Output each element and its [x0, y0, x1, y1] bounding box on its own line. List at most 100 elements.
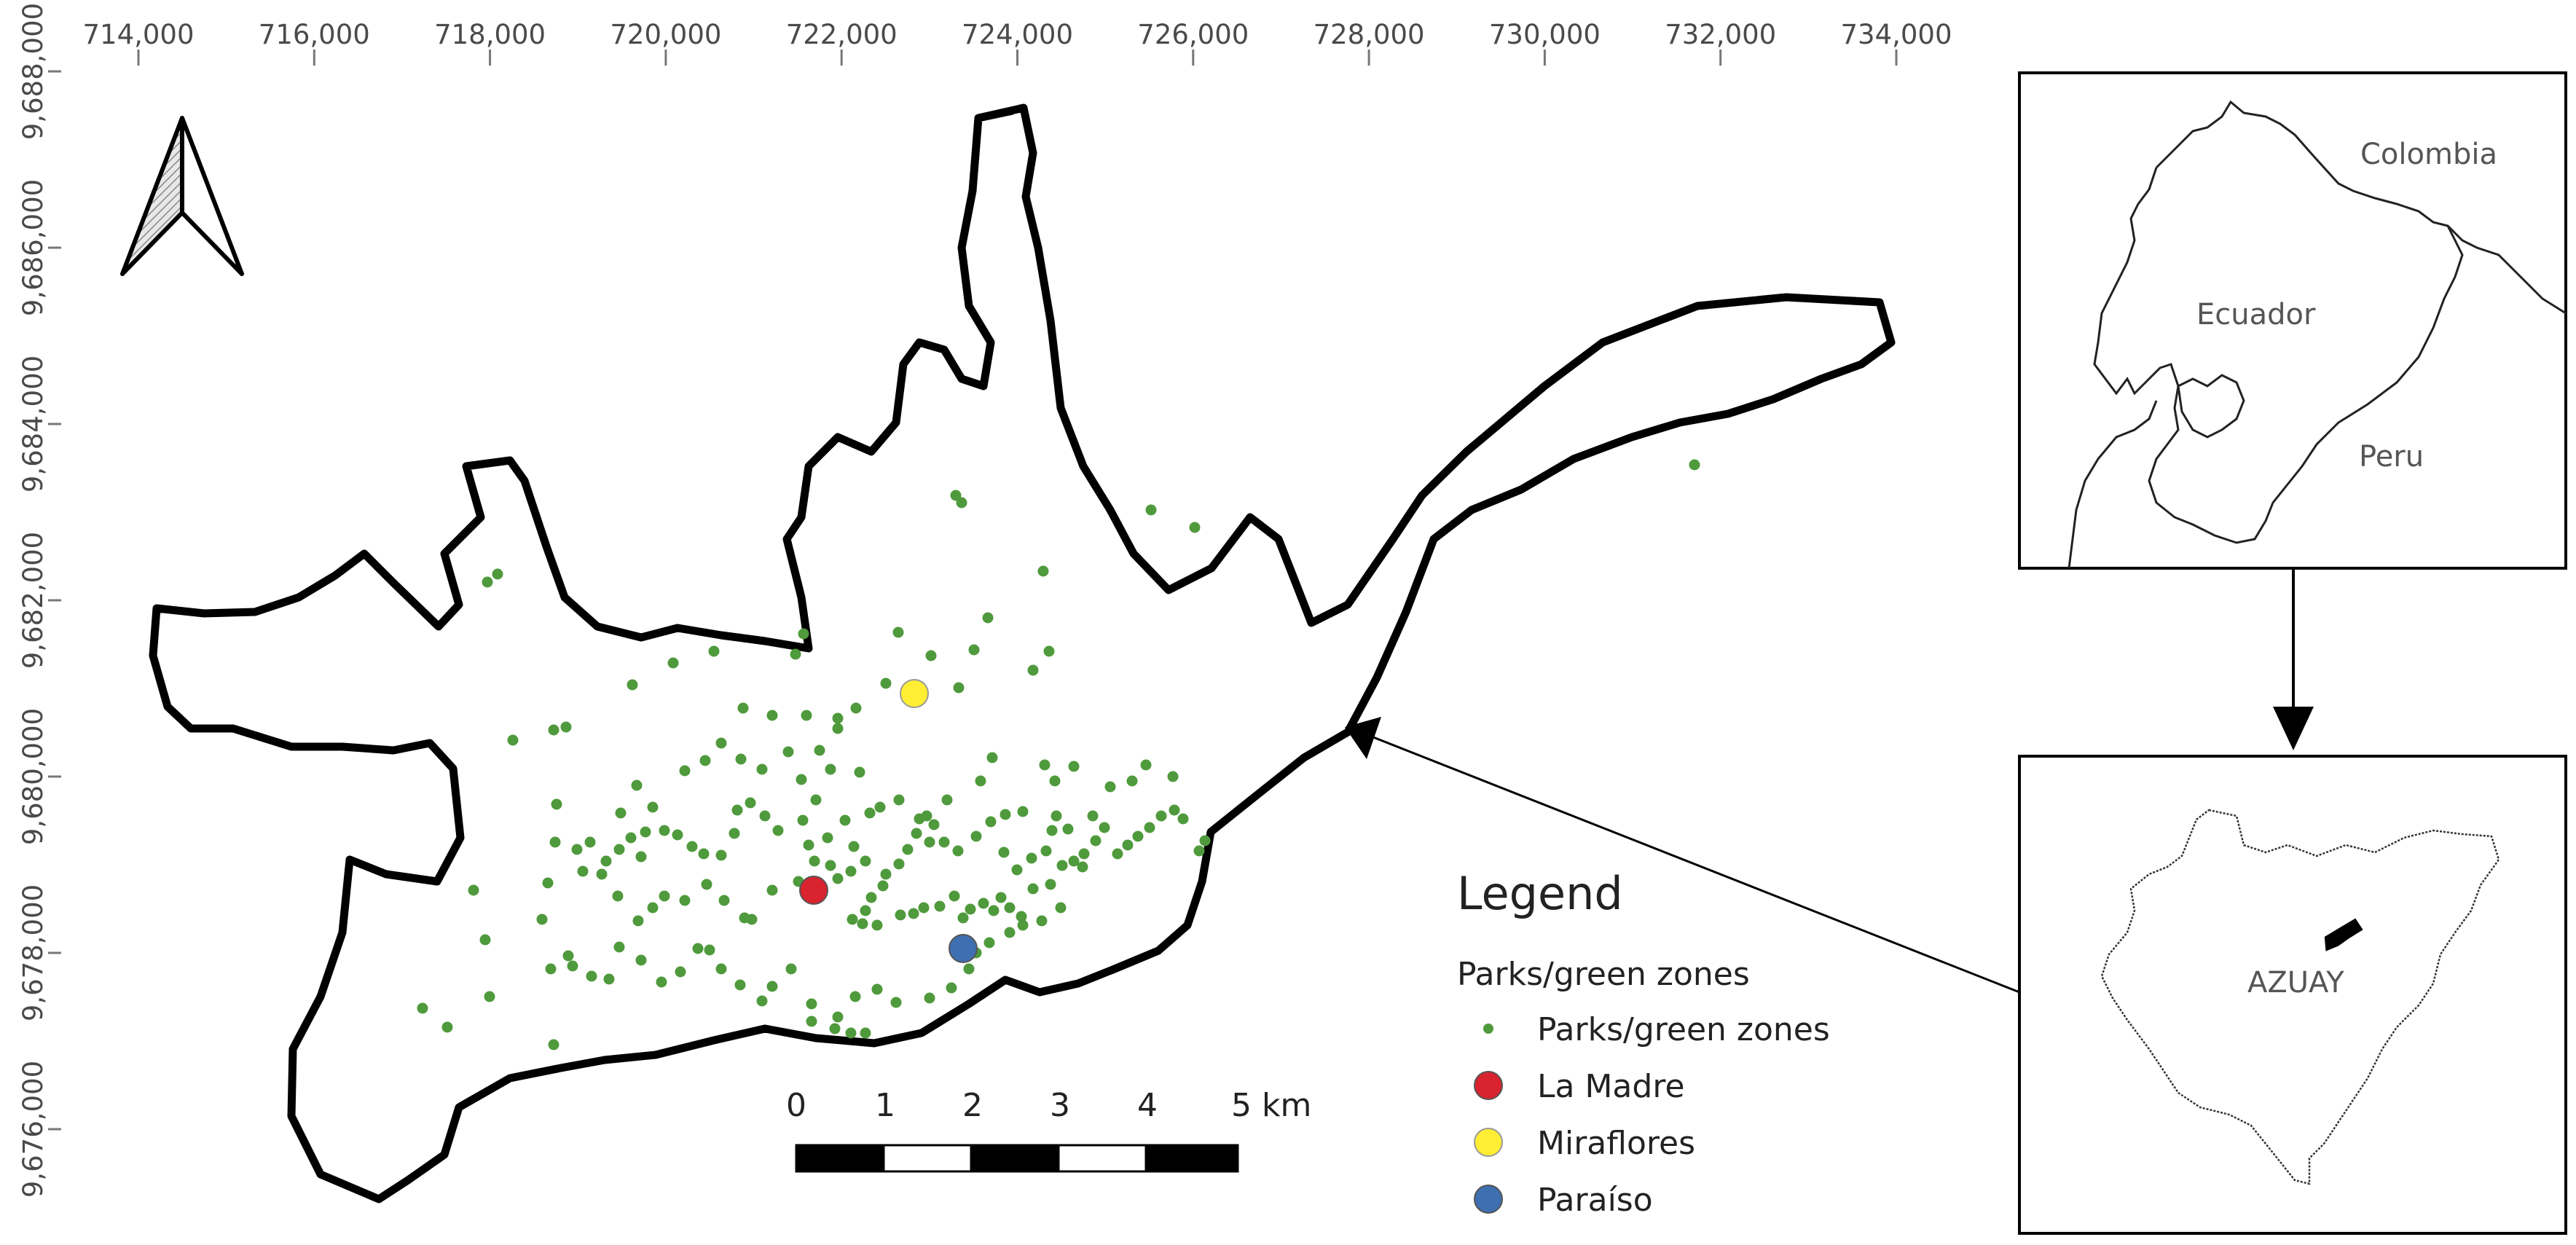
green-zone-point — [479, 934, 491, 946]
green-zone-point — [545, 963, 557, 975]
y-tick-label: 9,678,000 — [17, 884, 49, 1021]
green-zone-point — [1068, 761, 1080, 772]
green-zone-point — [686, 841, 698, 852]
x-axis-ticks: 714,000 716,000 718,000 720,000 722,000 724,0… — [82, 19, 1952, 66]
green-zone-point — [832, 712, 844, 724]
legend: Legend Parks/green zones Parks/green zon… — [1457, 867, 1830, 1219]
x-tick-label: 718,000 — [434, 19, 546, 50]
green-zone-point — [1000, 809, 1011, 820]
green-zone-point — [801, 710, 812, 721]
green-zone-point — [1145, 504, 1157, 516]
green-zone-point — [417, 1002, 428, 1014]
green-zone-point — [845, 865, 857, 877]
green-zone-point — [1087, 810, 1099, 822]
ecuador-outline — [2093, 167, 2464, 544]
green-zone-point — [772, 825, 784, 836]
legend-item-miraflores: Miraflores — [1537, 1125, 1695, 1162]
green-zone-point — [998, 847, 1010, 858]
green-zone-point — [1037, 565, 1049, 577]
green-zone-point — [854, 766, 865, 778]
green-zone-point — [1027, 883, 1039, 895]
green-zone-point — [562, 950, 574, 962]
green-zone-point — [613, 844, 625, 855]
site-paraiso-marker — [949, 934, 978, 963]
inset-province-map: AZUAY — [2018, 755, 2567, 1235]
green-zone-point — [715, 737, 727, 749]
green-zone-point — [627, 679, 638, 691]
green-zone-point — [766, 884, 778, 896]
green-zone-point — [871, 919, 883, 931]
x-tick-label: 714,000 — [82, 19, 194, 50]
green-zone-point — [1051, 810, 1062, 822]
green-zone-point — [986, 752, 998, 763]
inset-country-map: Colombia Ecuador Peru — [2018, 71, 2567, 570]
green-zone-point — [892, 627, 904, 638]
legend-paraiso-dot-icon — [1474, 1185, 1503, 1214]
y-tick-label: 9,680,000 — [17, 708, 49, 845]
green-zone-point — [785, 963, 797, 975]
green-zone-point — [675, 966, 686, 978]
x-tick-label: 726,000 — [1137, 19, 1249, 50]
green-zone-point — [586, 970, 597, 982]
green-zone-point — [731, 804, 743, 816]
green-zone-point — [584, 836, 596, 848]
green-zone-point — [924, 992, 935, 1004]
y-tick-label: 9,682,000 — [17, 532, 49, 669]
green-zone-point — [737, 702, 749, 714]
green-zone-point — [1062, 823, 1074, 835]
green-zone-point — [635, 851, 647, 863]
green-zone-point — [1055, 902, 1067, 914]
site-miraflores-marker — [900, 679, 929, 708]
green-zone-point — [603, 973, 615, 985]
legend-la-madre-dot-icon — [1474, 1071, 1503, 1100]
green-zone-point — [729, 828, 740, 839]
green-zone-point — [507, 734, 519, 746]
green-zone-point — [536, 914, 548, 925]
green-zone-point — [988, 905, 1000, 916]
green-zone-point — [850, 702, 862, 714]
y-tick-label: 9,676,000 — [17, 1061, 49, 1198]
peru-outline — [2068, 400, 2158, 569]
green-zone-point — [484, 991, 495, 1002]
green-zone-point — [1122, 839, 1134, 851]
green-zone-point — [895, 909, 906, 921]
green-zone-point — [950, 490, 962, 501]
green-zone-point — [810, 794, 822, 806]
green-zone-point — [949, 890, 960, 902]
north-arrow-icon — [120, 116, 244, 276]
green-zone-point — [571, 844, 583, 855]
green-zone-point — [1090, 835, 1102, 847]
green-zone-point — [874, 801, 886, 813]
green-zone-point — [656, 976, 667, 988]
green-zone-point — [745, 797, 756, 809]
green-zone-point — [1689, 459, 1700, 471]
label-ecuador: Ecuador — [2196, 298, 2316, 331]
green-zone-point — [893, 858, 905, 870]
green-zone-point — [549, 836, 561, 848]
legend-item-parks: Parks/green zones — [1537, 1011, 1830, 1048]
green-zone-point — [441, 1021, 453, 1033]
x-tick-label: 732,000 — [1665, 19, 1776, 50]
green-zone-point — [782, 746, 794, 758]
inset-connector-line — [1369, 734, 2020, 994]
legend-item-paraiso: Paraíso — [1537, 1182, 1653, 1219]
green-zone-point — [953, 682, 965, 694]
green-zone-point — [756, 995, 768, 1007]
green-zone-point — [1039, 759, 1051, 771]
green-zone-point — [1017, 919, 1029, 931]
green-zone-point — [790, 648, 801, 660]
scale-label-5: 5 km — [1231, 1087, 1311, 1124]
green-zone-point — [952, 845, 964, 857]
green-zone-point — [759, 810, 771, 822]
province-outline — [2100, 809, 2500, 1185]
green-zone-point — [908, 908, 919, 919]
green-zone-point — [860, 855, 871, 867]
green-zone-point — [551, 798, 562, 810]
legend-item-la-madre: La Madre — [1537, 1068, 1685, 1105]
green-zone-point — [857, 918, 868, 930]
green-zone-point — [941, 794, 953, 806]
x-tick-label: 716,000 — [259, 19, 370, 50]
green-zone-point — [1017, 806, 1029, 817]
green-zone-point — [613, 941, 625, 953]
green-zone-point — [625, 832, 637, 844]
